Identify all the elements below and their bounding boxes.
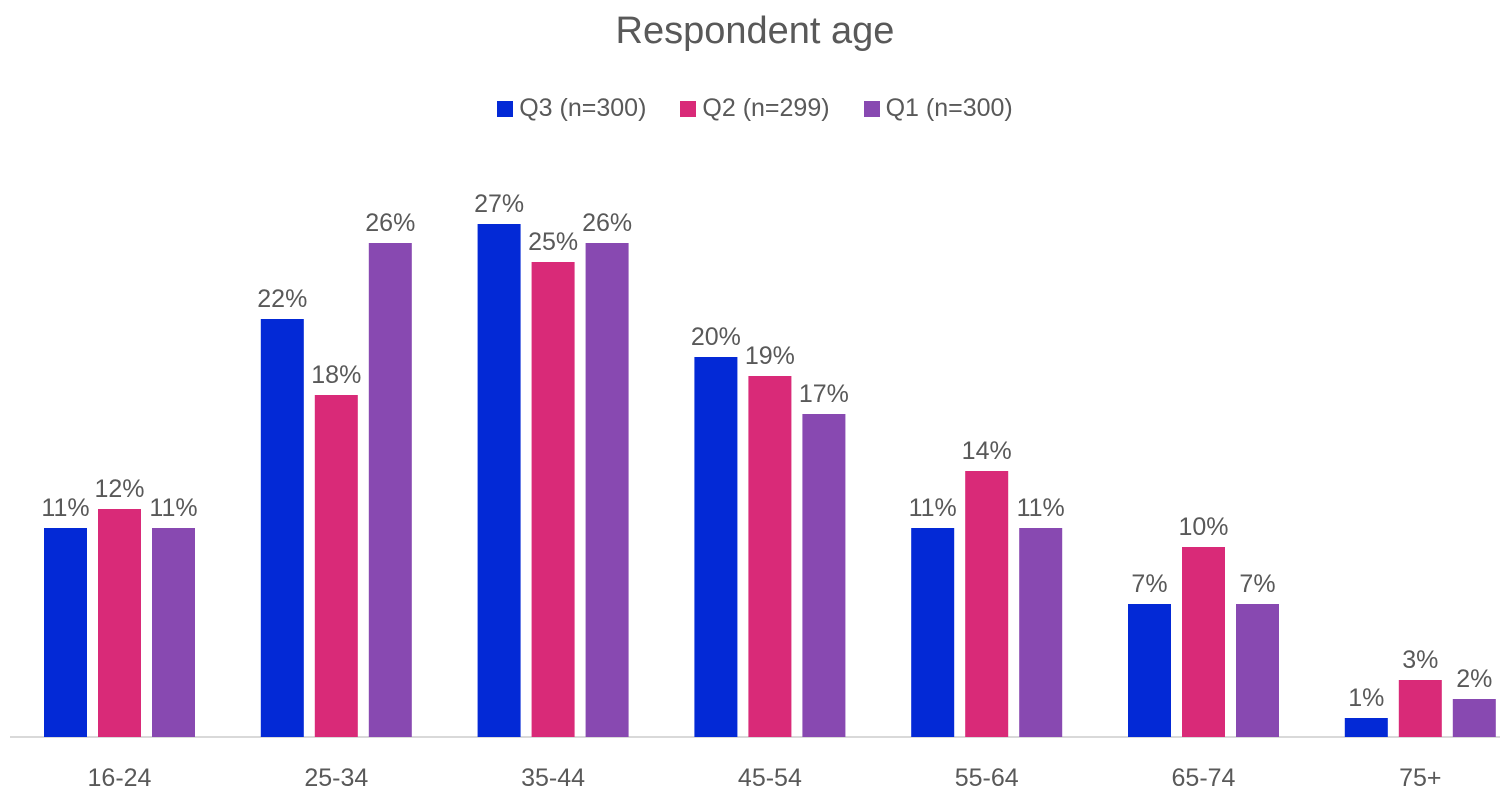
data-label-q1-35-44: 26% [582, 209, 632, 237]
bar-q1-65-74 [1236, 604, 1279, 737]
bar-q1-75+ [1452, 699, 1496, 737]
x-tick-label-25-34: 25-34 [304, 764, 368, 792]
bar-q2-35-44 [531, 262, 575, 737]
data-label-q3-25-34: 22% [257, 285, 307, 313]
bar-q3-45-54 [694, 357, 738, 737]
bar-q3-35-44 [477, 224, 521, 737]
data-label-q3-45-54: 20% [691, 323, 741, 351]
data-label-q2-35-44: 25% [528, 228, 578, 256]
bar-q2-16-24 [98, 509, 141, 737]
data-label-q1-55-64: 11% [1017, 494, 1065, 522]
data-label-q2-16-24: 12% [94, 475, 144, 503]
data-label-q1-16-24: 11% [149, 494, 197, 522]
legend-label-q3: Q3 (n=300) [519, 94, 647, 122]
x-tick-label-16-24: 16-24 [88, 764, 152, 792]
data-label-q3-75+: 1% [1348, 684, 1384, 712]
bar-q1-25-34 [368, 243, 412, 737]
data-label-q3-55-64: 11% [909, 494, 957, 522]
bar-q2-45-54 [748, 376, 792, 737]
legend-swatch-q3 [497, 100, 514, 117]
bar-q3-16-24 [44, 528, 87, 737]
data-label-q3-16-24: 11% [41, 494, 89, 522]
bar-q1-35-44 [585, 243, 629, 737]
bar-q1-16-24 [152, 528, 195, 737]
legend: Q3 (n=300) Q2 (n=299) Q1 (n=300) [0, 94, 1510, 123]
x-tick-label-45-54: 45-54 [738, 764, 802, 792]
data-label-q2-65-74: 10% [1178, 513, 1228, 541]
bar-q3-55-64 [911, 528, 955, 737]
legend-label-q1: Q1 (n=300) [885, 94, 1013, 122]
data-label-q2-45-54: 19% [745, 342, 795, 370]
bar-q3-65-74 [1128, 604, 1171, 737]
x-tick-label-35-44: 35-44 [521, 764, 585, 792]
bar-q3-25-34 [260, 319, 304, 737]
legend-item-q3: Q3 (n=300) [497, 94, 646, 123]
bar-q2-75+ [1398, 680, 1442, 737]
data-label-q1-65-74: 7% [1239, 570, 1275, 598]
chart-title: Respondent age [615, 10, 895, 52]
x-tick-label-75+: 75+ [1399, 764, 1441, 792]
data-label-q2-75+: 3% [1402, 646, 1438, 674]
legend-swatch-q2 [680, 100, 697, 117]
data-label-q1-25-34: 26% [365, 209, 415, 237]
bar-q1-45-54 [802, 414, 846, 737]
data-label-q1-45-54: 17% [799, 380, 849, 408]
bar-q2-25-34 [314, 395, 358, 737]
data-label-q2-25-34: 18% [311, 361, 361, 389]
data-label-q3-35-44: 27% [474, 190, 524, 218]
legend-item-q1: Q1 (n=300) [863, 94, 1013, 123]
legend-label-q2: Q2 (n=299) [702, 94, 830, 122]
bar-q3-75+ [1344, 718, 1388, 737]
bar-q1-55-64 [1019, 528, 1063, 737]
legend-item-q2: Q2 (n=299) [680, 94, 830, 123]
bar-q2-65-74 [1182, 547, 1225, 737]
x-tick-label-65-74: 65-74 [1172, 764, 1236, 792]
legend-swatch-q1 [863, 100, 880, 117]
data-label-q2-55-64: 14% [962, 437, 1012, 465]
data-label-q1-75+: 2% [1456, 665, 1492, 693]
x-tick-label-55-64: 55-64 [955, 764, 1019, 792]
data-label-q3-65-74: 7% [1131, 570, 1167, 598]
bar-q2-55-64 [965, 471, 1009, 737]
